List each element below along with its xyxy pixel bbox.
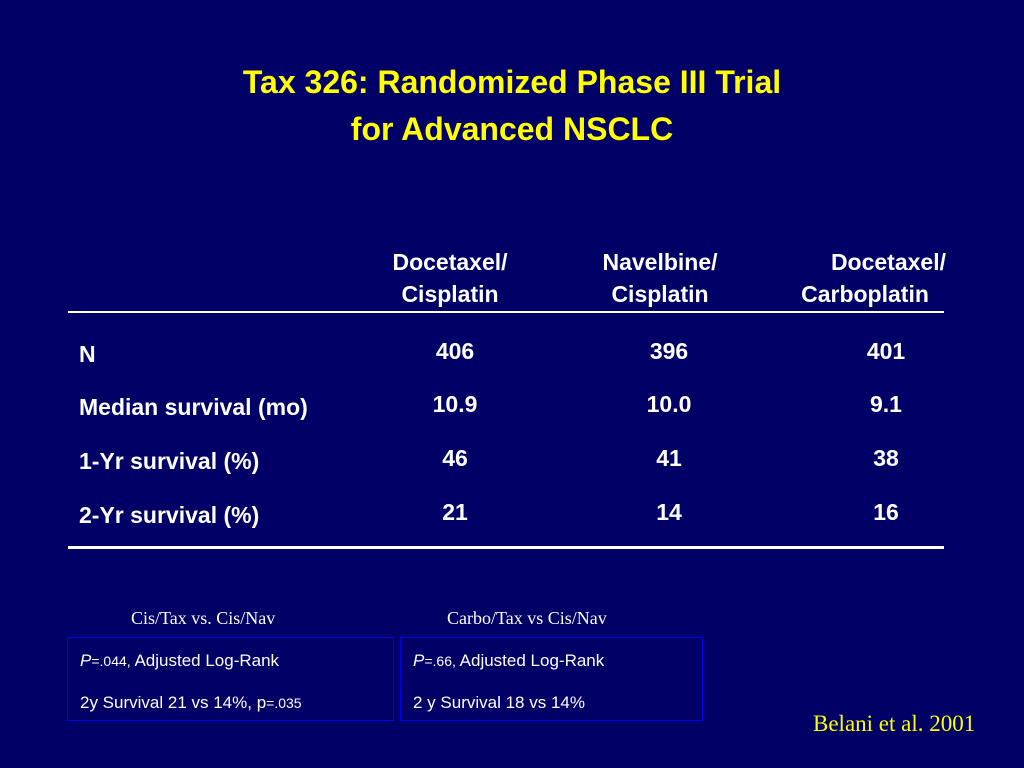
survival-text: 2y Survival 21 vs 14%, p: [80, 693, 267, 712]
cell-2yr-docetaxel-cisplatin: 21: [442, 499, 468, 525]
column-header-navelbine-cisplatin: Navelbine/ Cisplatin: [580, 246, 740, 310]
p-value: =.044,: [91, 653, 131, 669]
cell-2yr-navelbine-cisplatin: 14: [656, 499, 682, 525]
comparison-box-1: [67, 637, 394, 721]
cell-1yr-navelbine-cisplatin: 41: [656, 445, 682, 471]
cell-median-docetaxel-carboplatin: 9.1: [870, 391, 902, 417]
row-label-n: N: [79, 341, 96, 367]
cell-n-navelbine-cisplatin: 396: [649, 338, 689, 364]
table-top-rule: [68, 311, 944, 313]
test-name: Adjusted Log-Rank: [130, 651, 280, 670]
comparison-box-2: [400, 637, 703, 721]
cell-2yr-docetaxel-carboplatin: 16: [873, 499, 899, 525]
table-bottom-rule: [68, 546, 944, 549]
column-header-line: Navelbine/: [602, 249, 718, 275]
cell-1yr-docetaxel-carboplatin: 38: [873, 445, 899, 471]
row-label-median-survival: Median survival (mo): [79, 394, 308, 420]
comparison-caption-carbo-tax-vs-cis-nav: Carbo/Tax vs Cis/Nav: [447, 608, 607, 628]
column-header-line: Cisplatin: [611, 281, 709, 307]
cell-1yr-docetaxel-cisplatin: 46: [442, 445, 468, 471]
column-header-docetaxel-cisplatin: Docetaxel/ Cisplatin: [370, 246, 530, 310]
comparison-1-p-value: P=.044, Adjusted Log-Rank: [80, 650, 279, 672]
cell-median-navelbine-cisplatin: 10.0: [646, 391, 692, 417]
row-label-1yr-survival: 1-Yr survival (%): [79, 448, 260, 474]
column-header-line: Cisplatin: [401, 281, 499, 307]
column-header-line: Carboplatin: [801, 281, 929, 307]
p-value: =.66,: [424, 653, 456, 669]
test-name: Adjusted Log-Rank: [455, 651, 605, 670]
comparison-2-p-value: P=.66, Adjusted Log-Rank: [413, 650, 604, 672]
row-label-2yr-survival: 2-Yr survival (%): [79, 502, 260, 528]
cell-n-docetaxel-cisplatin: 406: [435, 338, 475, 364]
p-symbol: P: [80, 651, 92, 670]
comparison-caption-cis-tax-vs-cis-nav: Cis/Tax vs. Cis/Nav: [131, 608, 276, 628]
survival-text: 2 y Survival 18 vs 14%: [413, 693, 585, 712]
cell-median-docetaxel-cisplatin: 10.9: [432, 391, 478, 417]
p-symbol: P: [413, 651, 425, 670]
citation: Belani et al. 2001: [813, 711, 976, 736]
column-header-docetaxel-carboplatin: Docetaxel/ Carboplatin: [780, 246, 950, 310]
column-header-line: Docetaxel/: [392, 249, 508, 275]
slide-title-line-2: for Advanced NSCLC: [350, 111, 674, 147]
column-header-line: Docetaxel/: [830, 249, 946, 275]
cell-n-docetaxel-carboplatin: 401: [866, 338, 906, 364]
comparison-2-survival: 2 y Survival 18 vs 14%: [413, 692, 585, 714]
slide-title-line-1: Tax 326: Randomized Phase III Trial: [242, 64, 782, 100]
comparison-1-survival: 2y Survival 21 vs 14%, p=.035: [80, 692, 302, 714]
survival-p-value: =.035: [266, 695, 302, 711]
